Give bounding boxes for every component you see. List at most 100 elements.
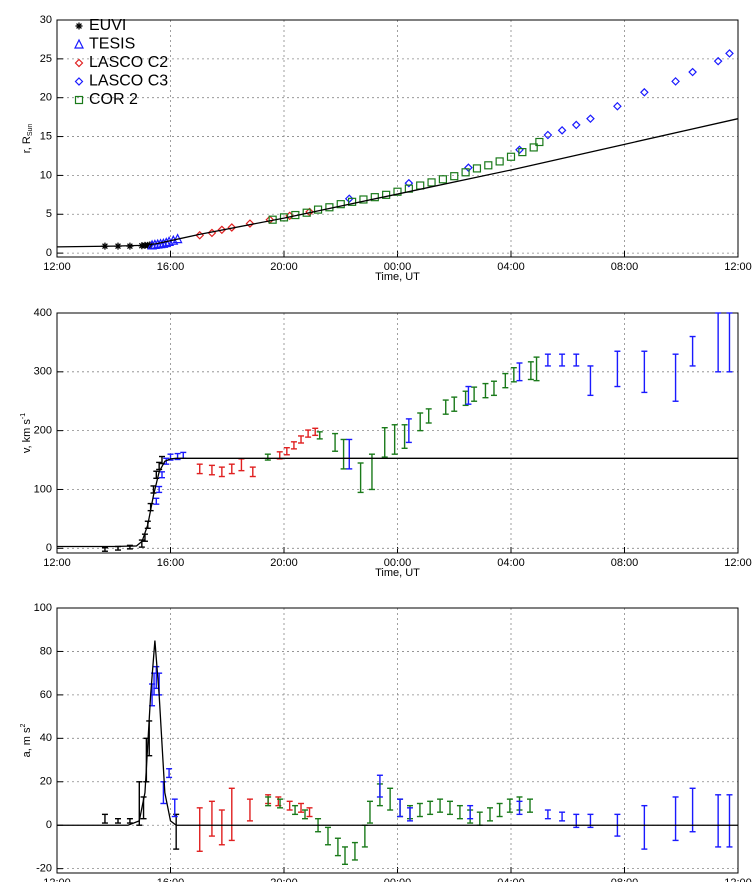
error-bar	[376, 774, 383, 798]
marker	[557, 125, 567, 135]
x-tick-label: 16:00	[157, 877, 185, 882]
marker	[640, 87, 649, 97]
error-bar	[527, 798, 534, 813]
y-tick-label: 400	[34, 307, 52, 319]
error-bar	[301, 809, 308, 820]
error-bar	[516, 800, 523, 816]
x-tick-label: 08:00	[611, 877, 639, 882]
x-tick-label: 20:00	[270, 261, 298, 273]
error-bar	[672, 353, 679, 402]
error-bar	[387, 787, 394, 811]
marker	[416, 181, 425, 190]
error-bar	[451, 396, 458, 412]
error-bar	[101, 813, 108, 824]
error-bar	[406, 807, 413, 822]
error-bar	[324, 826, 331, 846]
error-bar	[277, 798, 284, 809]
marker	[484, 161, 493, 170]
panel: 12:00 16:00 20:00 00:00 04:00 08:00 12:00 -20 0 2…	[20, 602, 751, 882]
error-bar	[238, 458, 245, 472]
y-tick-label: 60	[40, 689, 52, 701]
error-bar	[381, 427, 388, 458]
error-bar	[496, 802, 503, 818]
legend-label: LASCO C3	[89, 73, 168, 90]
marker	[464, 163, 473, 172]
error-bar	[196, 807, 203, 852]
error-bar	[482, 382, 489, 399]
y-tick-label: 20	[40, 92, 52, 104]
x-tick-label: 20:00	[270, 877, 298, 882]
error-bar	[462, 390, 469, 407]
error-bar	[544, 809, 551, 820]
marker	[404, 178, 414, 188]
error-bar	[153, 470, 160, 479]
marker	[336, 200, 345, 209]
error-bar	[559, 353, 566, 367]
x-tick-label: 00:00	[384, 877, 412, 882]
y-tick-label: 40	[40, 732, 52, 744]
marker	[461, 168, 470, 177]
y-tick-label: 0	[46, 819, 52, 831]
marker	[305, 207, 314, 217]
error-bar	[437, 798, 444, 813]
error-bar	[533, 356, 540, 382]
marker	[359, 195, 368, 204]
y-tick-label: 80	[40, 645, 52, 657]
marker	[265, 215, 275, 225]
error-bar	[427, 800, 434, 816]
error-bar	[196, 463, 203, 475]
error-bar	[471, 386, 478, 402]
marker	[348, 197, 357, 206]
y-tick-label: 300	[34, 366, 52, 378]
x-tick-label: 16:00	[157, 557, 185, 569]
marker	[393, 187, 402, 196]
marker	[725, 49, 734, 58]
error-bar	[292, 804, 299, 816]
plot-frame	[56, 312, 739, 554]
fit-line	[57, 457, 738, 548]
error-bar	[312, 427, 319, 437]
marker	[515, 145, 524, 155]
error-bar	[467, 804, 474, 820]
y-label-sup: 2	[20, 723, 27, 727]
error-bar	[298, 802, 305, 813]
error-bar	[614, 350, 621, 388]
marker	[472, 164, 482, 173]
x-tick-label: 04:00	[497, 877, 525, 882]
marker	[217, 225, 227, 235]
error-bar	[173, 813, 180, 850]
y-tick-label: -20	[36, 863, 52, 875]
error-bar	[641, 350, 648, 394]
x-axis-label: Time, UT	[375, 567, 420, 579]
error-bar	[587, 365, 594, 397]
legend-label: COR 2	[89, 91, 138, 108]
marker	[427, 178, 436, 187]
marker	[495, 157, 504, 166]
x-tick-label: 08:00	[611, 557, 639, 569]
error-bar	[559, 811, 566, 822]
error-bar	[246, 798, 253, 822]
marker	[586, 114, 595, 124]
marker	[370, 193, 379, 202]
x-tick-label: 08:00	[611, 261, 639, 273]
y-tick-label: 5	[46, 208, 52, 220]
fit-line	[56, 118, 739, 248]
legend-marker	[74, 58, 84, 68]
error-bar	[672, 796, 679, 842]
error-bar	[228, 787, 235, 842]
error-bar	[456, 804, 463, 820]
legend-label: EUVI	[89, 17, 126, 34]
error-bar	[351, 841, 358, 861]
marker	[535, 137, 544, 147]
x-tick-label: 16:00	[157, 261, 185, 273]
marker	[438, 175, 447, 184]
y-tick-label: 0	[46, 542, 52, 554]
error-bar	[171, 798, 178, 818]
error-bar	[126, 817, 133, 824]
error-bar	[332, 432, 339, 452]
error-bar	[160, 781, 167, 805]
panel: 12:00 16:00 20:00 00:00 04:00 08:00 12:00 0 5 10 1…	[21, 14, 752, 283]
y-tick-label: 200	[34, 425, 52, 437]
error-bar	[502, 372, 509, 389]
